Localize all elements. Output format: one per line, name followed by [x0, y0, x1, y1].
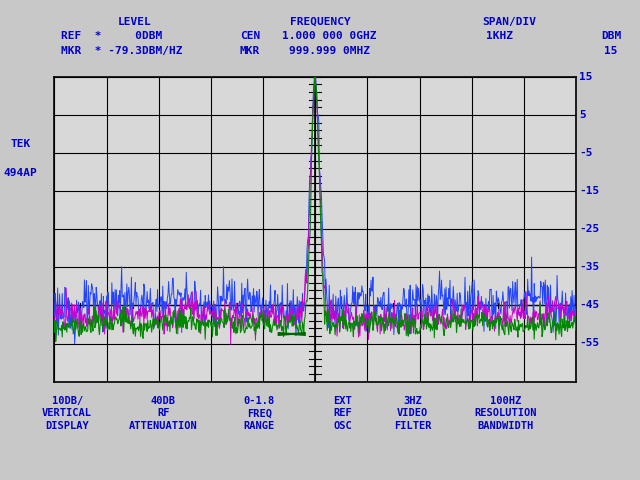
Text: 999.999 0MHZ: 999.999 0MHZ — [289, 46, 370, 56]
Text: MKR: MKR — [240, 46, 260, 56]
Text: -55: -55 — [579, 338, 600, 348]
Text: 10DB/
VERTICAL
DISPLAY: 10DB/ VERTICAL DISPLAY — [42, 396, 92, 431]
Text: 15: 15 — [579, 72, 593, 82]
Text: 494AP: 494AP — [4, 168, 37, 178]
Text: FREQUENCY: FREQUENCY — [290, 17, 350, 27]
Text: 5: 5 — [579, 110, 586, 120]
Text: TEK: TEK — [10, 139, 31, 149]
Text: DBM: DBM — [601, 31, 621, 41]
Text: MKR  * -79.3DBM/HZ: MKR * -79.3DBM/HZ — [61, 46, 182, 56]
Text: -5: -5 — [579, 148, 593, 158]
Text: 1KHZ: 1KHZ — [486, 31, 513, 41]
Text: EXT
REF
OSC: EXT REF OSC — [333, 396, 352, 431]
Text: 3HZ
VIDEO
FILTER: 3HZ VIDEO FILTER — [394, 396, 431, 431]
Text: CEN: CEN — [240, 31, 260, 41]
Text: 40DB
RF
ATTENUATION: 40DB RF ATTENUATION — [129, 396, 198, 431]
Text: REF  *     0DBM: REF * 0DBM — [61, 31, 162, 41]
Text: 100HZ
RESOLUTION
BANDWIDTH: 100HZ RESOLUTION BANDWIDTH — [474, 396, 537, 431]
Text: -45: -45 — [579, 300, 600, 311]
Text: -15: -15 — [579, 186, 600, 196]
Text: 0-1.8
FREQ
RANGE: 0-1.8 FREQ RANGE — [244, 396, 275, 431]
Text: 1.000 000 0GHZ: 1.000 000 0GHZ — [282, 31, 377, 41]
Text: SPAN/DIV: SPAN/DIV — [482, 17, 536, 27]
Text: LEVEL: LEVEL — [118, 17, 151, 27]
Text: 15: 15 — [604, 46, 618, 56]
Text: -25: -25 — [579, 224, 600, 234]
Text: -35: -35 — [579, 262, 600, 272]
